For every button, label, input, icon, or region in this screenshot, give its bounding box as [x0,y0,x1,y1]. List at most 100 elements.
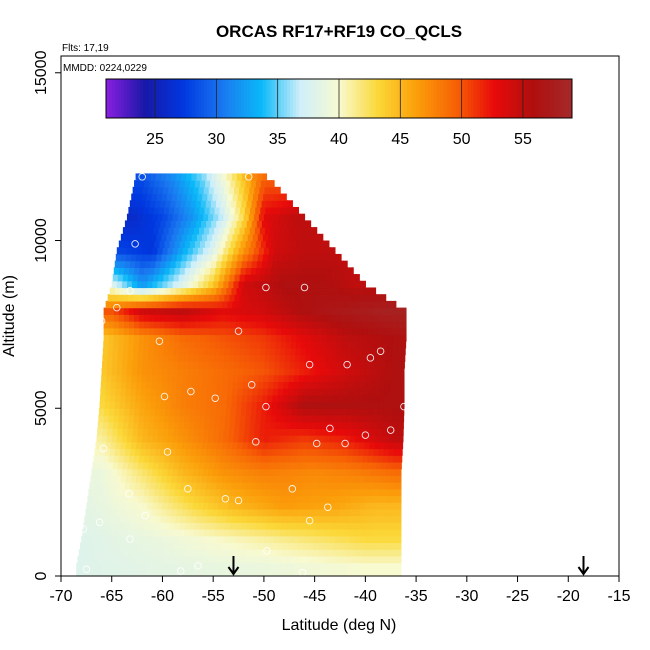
heat-cell [265,341,272,349]
heat-cell [185,220,192,228]
heat-cell [114,448,121,456]
heat-cell [304,562,311,570]
heat-cell [162,368,169,376]
heat-cell [190,448,197,456]
heat-cell [117,529,124,537]
heat-cell [180,408,186,416]
heat-cell [302,515,309,523]
heat-cell [240,334,247,342]
heat-cell [234,227,241,235]
heat-cell [360,468,366,476]
heat-cell [129,515,136,523]
heat-cell [379,381,386,389]
heat-cell [361,294,367,302]
heat-cell [224,495,231,503]
colorbar-segment [495,79,499,118]
heat-cell [377,408,384,416]
heat-cell [294,569,301,577]
heat-cell [256,549,262,557]
heat-cell [303,300,310,309]
heat-cell [124,260,131,268]
heat-cell [399,542,402,550]
heat-cell [207,508,213,517]
heat-cell [181,394,187,403]
heat-cell [340,354,347,362]
heat-cell [261,287,268,295]
heat-cell [336,341,343,349]
heat-cell [396,428,403,436]
heat-cell [118,347,124,356]
heat-cell [265,488,272,497]
heat-cell [135,173,142,181]
heat-cell [231,173,238,181]
heat-cell [113,321,120,329]
heat-cell [394,381,401,389]
heat-cell [210,408,217,416]
heat-cell [224,529,231,537]
heat-cell [245,206,251,215]
heat-cell [402,347,406,356]
heat-cell [147,502,153,510]
heat-cell [337,515,344,523]
heat-cell [198,274,205,282]
heat-cell [113,488,120,497]
heat-cell [172,368,179,376]
heat-cell [116,280,123,289]
heat-cell [159,180,166,188]
heat-cell [234,206,241,215]
heat-cell [381,347,388,356]
heat-cell [208,535,214,544]
heat-cell [184,314,191,322]
heat-cell [399,508,402,517]
heat-cell [315,428,321,436]
heat-cell [359,300,365,309]
heat-cell [301,321,308,329]
heat-cell [194,414,201,423]
heat-cell [112,274,119,282]
heat-cell [137,186,144,195]
colorbar-segment [259,79,263,118]
heat-cell [257,253,264,262]
heat-cell [224,421,231,429]
heat-cell [171,475,178,483]
heat-cell [105,475,112,483]
heat-cell [151,441,157,450]
heat-cell [148,294,154,302]
heat-cell [100,475,107,483]
heat-cell [231,482,238,490]
heat-cell [156,542,162,550]
heat-cell [338,388,345,396]
heat-cell [341,294,347,302]
heat-cell [300,294,307,302]
heat-cell [306,321,313,329]
heat-cell [402,321,407,329]
heat-cell [277,388,284,396]
heat-cell [187,535,194,544]
heat-cell [277,448,283,456]
heat-cell [129,260,136,268]
heat-cell [375,468,382,476]
heat-cell [368,394,375,403]
heat-cell [365,435,372,443]
heat-cell [362,321,368,329]
heat-cell [285,461,291,470]
heat-cell [240,180,247,188]
heat-cell [194,206,200,215]
heat-cell [163,294,170,302]
heat-cell [119,515,126,523]
heat-cell [382,341,388,349]
heat-cell [108,327,115,336]
heat-cell [366,341,373,349]
heat-cell [173,274,180,282]
heat-cell [364,508,371,517]
heat-cell [311,321,318,329]
heat-cell [206,482,212,490]
heat-cell [397,347,403,356]
heat-cell [276,267,282,275]
heat-cell [107,495,114,503]
heat-cell [314,247,321,255]
heat-cell [352,321,358,329]
heat-cell [148,341,155,349]
heat-cell [195,260,202,268]
heat-cell [199,488,206,497]
